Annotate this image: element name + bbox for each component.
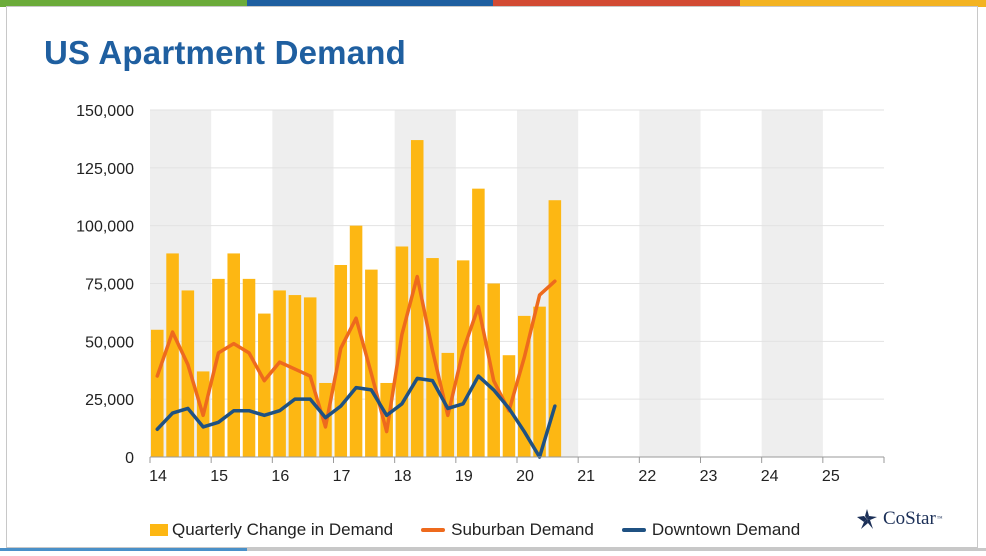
x-tick-label: 22	[638, 468, 656, 485]
legend-swatch-downtown	[621, 528, 646, 532]
bar-quarterly-change	[242, 278, 256, 457]
line-downtown-demand	[155, 374, 557, 459]
stripe-blue-bottom	[0, 548, 247, 551]
top-color-stripe	[0, 0, 986, 7]
x-tick-label: 24	[761, 468, 779, 485]
bar-quarterly-change	[365, 269, 378, 457]
y-tick-label: 75,000	[85, 277, 134, 294]
legend-swatch-quarterly	[150, 524, 168, 536]
costar-logo: CoStar ™	[856, 508, 943, 530]
x-tick-label: 21	[577, 468, 595, 485]
y-tick-label: 50,000	[85, 334, 134, 351]
bar-quarterly-change	[151, 329, 164, 457]
y-tick-label: 100,000	[76, 219, 134, 236]
bar-quarterly-change	[227, 253, 240, 457]
y-tick-label: 25,000	[85, 392, 134, 409]
bar-quarterly-change	[533, 306, 546, 457]
legend-swatch-suburban	[421, 528, 446, 532]
bar-quarterly-change	[548, 200, 562, 457]
page-title: US Apartment Demand	[44, 34, 406, 71]
x-tick-label: 15	[210, 468, 228, 485]
bar-quarterly-change	[487, 283, 500, 457]
y-tick-label: 150,000	[76, 103, 134, 120]
x-tick-label: 16	[271, 468, 289, 485]
x-tick-label: 19	[455, 468, 473, 485]
bar-quarterly-change	[472, 188, 485, 458]
bar-quarterly-change	[288, 295, 302, 457]
x-tick-label: 18	[394, 468, 412, 485]
bar-quarterly-change	[212, 278, 225, 457]
costar-star-icon	[857, 509, 877, 529]
bar-quarterly-change	[181, 290, 195, 457]
bar-quarterly-change	[456, 260, 470, 457]
legend-item-downtown: Downtown Demand	[621, 520, 801, 540]
x-tick-label: 20	[516, 468, 534, 485]
x-tick-label: 17	[333, 468, 351, 485]
chart-legend: Quarterly Change in Demand Suburban Dema…	[150, 520, 828, 540]
legend-item-suburban: Suburban Demand	[421, 520, 594, 540]
bottom-color-stripe	[0, 548, 986, 551]
x-tick-label: 23	[700, 468, 718, 485]
bar-quarterly-change	[349, 225, 363, 457]
legend-label-quarterly: Quarterly Change in Demand	[172, 520, 394, 539]
stripe-yellow	[739, 0, 986, 7]
costar-logo-text: CoStar	[883, 508, 936, 529]
legend-item-quarterly: Quarterly Change in Demand	[150, 520, 393, 540]
stripe-green	[0, 0, 247, 7]
legend-label-suburban: Suburban Demand	[451, 520, 594, 539]
x-tick-label: 25	[822, 468, 840, 485]
x-tick-label: 14	[149, 468, 167, 485]
bar-quarterly-change	[166, 253, 179, 457]
stripe-gray-bottom-3	[739, 548, 986, 551]
stripe-gray-bottom	[246, 548, 493, 551]
stripe-gray-bottom-2	[493, 548, 740, 551]
stripe-blue	[246, 0, 493, 7]
legend-label-downtown: Downtown Demand	[651, 520, 801, 539]
y-tick-label: 0	[125, 450, 134, 467]
bar-quarterly-change	[273, 290, 286, 457]
y-tick-label: 125,000	[76, 161, 134, 178]
line-suburban-demand	[155, 274, 557, 434]
stripe-red	[493, 0, 740, 7]
bar-quarterly-change	[334, 264, 348, 457]
bar-quarterly-change	[258, 313, 271, 457]
costar-trademark: ™	[936, 516, 943, 522]
